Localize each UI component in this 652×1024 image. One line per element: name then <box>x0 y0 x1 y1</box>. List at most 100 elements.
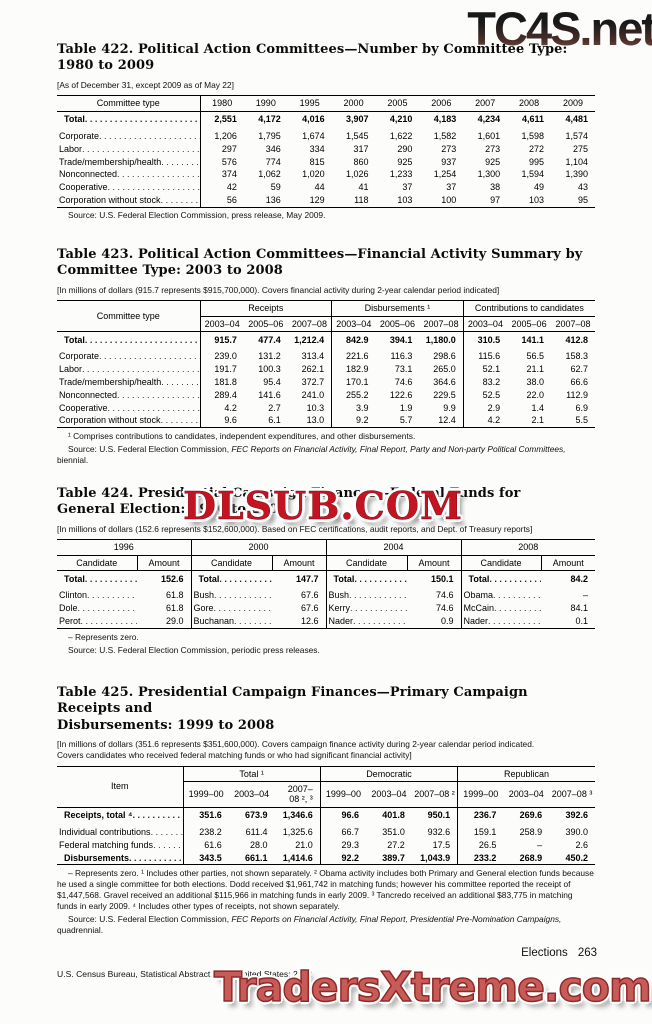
column-group-header: Total ¹ <box>183 766 321 782</box>
dot-leader <box>489 574 541 585</box>
cell-value: 4,611 <box>521 114 544 125</box>
cell-value: 932.6 <box>427 826 451 837</box>
table-425-body: Receipts, total ⁴ 351.6 673.9 1,346.6 96.6 40… <box>57 807 595 865</box>
row-label-wrap: Total <box>462 574 542 585</box>
column-header-period: 2007–08 <box>423 318 459 329</box>
table-424-title: Table 424. Presidential Campaign Finance… <box>57 486 595 519</box>
header-period-row: 1999–00 2003–04 2007– 08 ², ³ 1999–00 2003–04… <box>57 781 595 808</box>
dot-leader <box>161 415 200 426</box>
column-header-year: 2009 <box>551 95 595 112</box>
cell-value: 1,104 <box>565 156 588 167</box>
row-label-wrap: Clinton <box>57 590 137 601</box>
row-label-wrap: Corporate <box>57 131 200 142</box>
cell-value: 4,481 <box>565 114 588 125</box>
row-label-wrap: Trade/membership/health <box>57 377 200 388</box>
row-label: Corporation without stock <box>57 194 201 208</box>
dot-leader <box>494 603 541 614</box>
row-label: Corporate <box>57 130 201 143</box>
cell-value: 1,300 <box>477 169 501 180</box>
cell-value: 1,212.4 <box>294 334 325 345</box>
row-label-text: Nader <box>463 616 489 626</box>
table-row: Trade/membership/health 181.8 95.4 372.7 170… <box>57 376 595 389</box>
cell-value: 1,325.6 <box>282 826 313 837</box>
row-label: Gore <box>190 602 272 615</box>
source-text: Source: U.S. Federal Election Commission… <box>68 914 232 924</box>
table-422-note: [As of December 31, except 2009 as of Ma… <box>57 79 234 90</box>
column-header: Committee type <box>57 95 201 112</box>
cell-value: 73.1 <box>394 364 413 375</box>
table-425-header: Item Total ¹ Democratic Republican 1999–00 20… <box>57 766 595 808</box>
dot-leader <box>153 840 182 851</box>
row-label-wrap: Dole <box>57 603 137 614</box>
cell-value: – <box>537 839 543 850</box>
row-label-text: Nonconnected <box>59 169 118 180</box>
row-label-text: Nonconnected <box>59 389 118 400</box>
cell-value: 450.2 <box>565 852 588 863</box>
column-header-year: 2000 <box>331 95 376 112</box>
cell-value: – <box>582 590 588 601</box>
cell-value: 37 <box>446 182 457 193</box>
cell-value: 38 <box>490 182 501 193</box>
cell-value: 4,183 <box>433 114 457 125</box>
cell-value: 122.6 <box>389 389 413 400</box>
row-label-text: Bush <box>328 590 350 601</box>
cell-value: 74.6 <box>435 590 454 601</box>
cell-value: 1,020 <box>302 169 325 180</box>
cell-value: 233.2 <box>457 851 504 865</box>
row-label: Total <box>325 570 407 590</box>
cell-value: 67.6 <box>300 590 319 601</box>
cell-value: 1,390 <box>565 169 588 180</box>
column-header-candidate: Candidate <box>57 555 137 572</box>
row-label-wrap: Corporation without stock <box>57 195 200 206</box>
cell-value: 13.0 <box>306 415 325 426</box>
cell-value: 1,574 <box>565 131 588 142</box>
column-header-period: 2005–06 <box>511 318 547 329</box>
column-header-period: 1999–00 <box>319 781 367 808</box>
cell-value: 389.7 <box>382 852 405 863</box>
column-header-year: 1990 <box>243 95 288 112</box>
cell-value: 103 <box>397 195 413 206</box>
cell-value: 1.9 <box>399 402 413 413</box>
cell-value: 842.9 <box>331 331 376 351</box>
row-label-wrap: Labor <box>57 364 200 375</box>
cell-value: 310.5 <box>462 331 508 351</box>
census-credit-line: U.S. Census Bureau, Statistical Abstract… <box>57 969 313 979</box>
cell-value: 390.0 <box>565 826 588 837</box>
table-425-source: Source: U.S. Federal Election Commission… <box>57 914 595 936</box>
row-label-text: Perot <box>59 616 81 626</box>
dot-leader <box>85 574 137 585</box>
row-label: Labor <box>57 363 201 376</box>
row-label: Labor <box>57 142 201 156</box>
column-header-year: 2006 <box>419 95 464 112</box>
table-row: Dole 61.8 Gore 67.6 Kerry 74.6 McCain 84.1 <box>57 602 595 615</box>
cell-value: 103 <box>528 195 544 206</box>
row-label: Nonconnected <box>57 388 201 402</box>
cell-value: 61.6 <box>204 839 222 850</box>
row-label: Individual contributions <box>57 825 184 839</box>
row-label: Federal matching funds <box>57 838 184 852</box>
cell-value: 238.2 <box>199 826 222 837</box>
cell-value: 100.3 <box>258 364 281 375</box>
cell-value: 2.9 <box>462 401 508 415</box>
cell-value: 61.8 <box>165 590 184 601</box>
table-row: Federal matching funds 61.6 28.0 21.0 29.3 27… <box>57 838 595 852</box>
table-424: 1996 2000 2004 2008 Candidate Amount Candidate… <box>57 539 595 629</box>
row-label-text: Corporate <box>59 351 100 362</box>
column-header-amount: Amount <box>136 555 191 572</box>
cell-value: 100 <box>441 195 457 206</box>
dot-leader <box>85 114 200 125</box>
dot-leader <box>349 590 407 601</box>
running-head: Elections 263 <box>521 947 597 959</box>
cell-value: 477.4 <box>258 334 281 345</box>
row-label: Obama <box>460 589 541 603</box>
cell-value: 84.1 <box>570 603 588 614</box>
cell-value: 1,254 <box>433 169 457 180</box>
cell-value: 1,622 <box>389 131 413 142</box>
cell-value: 950.1 <box>427 810 451 821</box>
watermark-dlsub: DLSUB.COM <box>183 483 464 529</box>
cell-value: 66.6 <box>570 377 588 387</box>
cell-value: 673.9 <box>245 810 268 821</box>
cell-value: 860 <box>353 156 369 167</box>
cell-value: 141.6 <box>258 389 281 400</box>
